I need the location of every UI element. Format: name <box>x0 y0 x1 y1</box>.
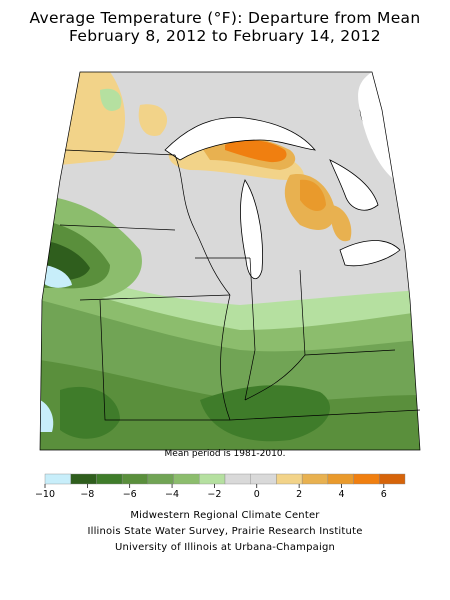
legend-tick-label: 0 <box>254 489 260 500</box>
great-lakes <box>164 105 401 280</box>
legend-swatch <box>70 473 97 485</box>
credit-line3: University of Illinois at Urbana-Champai… <box>114 542 336 553</box>
legend-tick-label: −4 <box>165 489 179 500</box>
legend-tick-label: −8 <box>80 489 94 500</box>
legend-swatch <box>353 473 380 485</box>
legend: −10 −8 −6 −4 −2 0 2 4 6 <box>35 473 406 500</box>
credit-line2: Illinois State Water Survey, Prairie Res… <box>87 526 363 537</box>
legend-swatch <box>224 473 251 485</box>
legend-tick-label: −10 <box>35 489 55 500</box>
legend-tick-label: 2 <box>296 489 302 500</box>
credit-line1: Midwestern Regional Climate Center <box>130 510 320 521</box>
legend-swatch <box>199 473 226 485</box>
legend-swatch <box>44 473 71 485</box>
legend-swatch <box>147 473 174 485</box>
legend-swatch <box>301 473 329 485</box>
mean-period-note: Mean period is 1981-2010. <box>164 449 286 459</box>
state-borders <box>39 71 421 451</box>
legend-tick-label: −6 <box>123 489 137 500</box>
temperature-departure-map <box>39 71 421 451</box>
canada-area <box>358 72 395 180</box>
map-title-line1: Average Temperature (°F): Departure from… <box>29 9 421 27</box>
legend-tick-label: 6 <box>381 489 387 500</box>
legend-tick-label: 4 <box>338 489 344 500</box>
legend-swatch <box>327 473 354 485</box>
legend-swatch <box>96 473 123 485</box>
legend-tick-label: −2 <box>207 489 221 500</box>
legend-swatch <box>250 473 277 485</box>
map-title-line2: February 8, 2012 to February 14, 2012 <box>69 27 381 45</box>
legend-swatch <box>121 473 149 485</box>
legend-swatch <box>379 473 406 485</box>
legend-swatch <box>173 473 200 485</box>
legend-swatch <box>276 473 303 485</box>
